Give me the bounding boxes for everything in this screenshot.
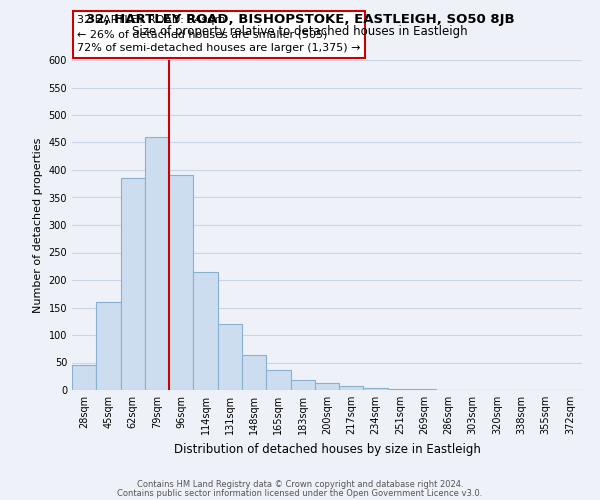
Bar <box>388 389 412 390</box>
Bar <box>169 176 193 390</box>
Bar <box>96 302 121 390</box>
Bar <box>290 380 315 390</box>
Text: Contains HM Land Registry data © Crown copyright and database right 2024.: Contains HM Land Registry data © Crown c… <box>137 480 463 489</box>
Text: Size of property relative to detached houses in Eastleigh: Size of property relative to detached ho… <box>132 25 468 38</box>
Bar <box>72 365 96 390</box>
Bar <box>193 272 218 390</box>
X-axis label: Distribution of detached houses by size in Eastleigh: Distribution of detached houses by size … <box>173 442 481 456</box>
Text: Contains public sector information licensed under the Open Government Licence v3: Contains public sector information licen… <box>118 488 482 498</box>
Bar <box>218 324 242 390</box>
Bar <box>315 383 339 390</box>
Text: 32, HARTLEY ROAD, BISHOPSTOKE, EASTLEIGH, SO50 8JB: 32, HARTLEY ROAD, BISHOPSTOKE, EASTLEIGH… <box>86 12 514 26</box>
Bar <box>121 178 145 390</box>
Y-axis label: Number of detached properties: Number of detached properties <box>33 138 43 312</box>
Bar <box>364 388 388 390</box>
Text: 32 HARTLEY ROAD: 94sqm
← 26% of detached houses are smaller (505)
72% of semi-de: 32 HARTLEY ROAD: 94sqm ← 26% of detached… <box>77 16 361 54</box>
Bar <box>145 137 169 390</box>
Bar <box>339 386 364 390</box>
Bar <box>242 356 266 390</box>
Bar <box>266 370 290 390</box>
